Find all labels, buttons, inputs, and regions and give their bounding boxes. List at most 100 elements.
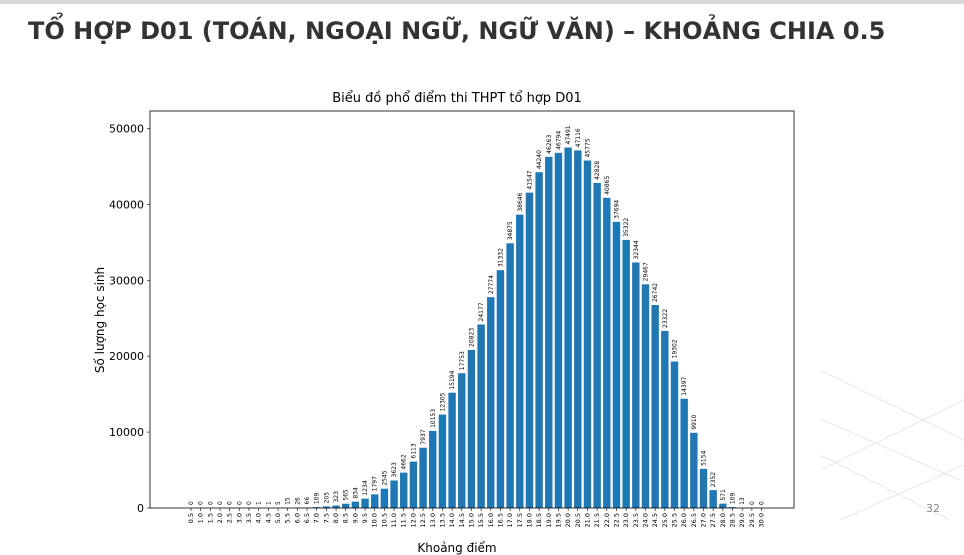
x-tick-label: 6.5 — [303, 513, 311, 523]
x-tick-label: 5.5 — [284, 513, 292, 523]
bar-value-label: 0 — [246, 501, 253, 505]
bar-value-label: 0 — [227, 501, 234, 505]
bar-value-label: 6113 — [410, 443, 417, 458]
bar-value-label: 45775 — [584, 138, 591, 157]
bar-value-label: 12305 — [439, 392, 446, 411]
bar-value-label: 42828 — [594, 161, 601, 180]
bar-chart: Biểu đồ phổ điểm thi THPT tổ hợp D01 Số … — [93, 91, 795, 555]
bar-value-label: 23322 — [662, 309, 669, 328]
bar-value-label: 24177 — [478, 302, 485, 321]
bar — [342, 503, 350, 508]
x-tick-label: 20.0 — [564, 513, 572, 527]
bar-value-label: 32344 — [633, 240, 640, 259]
y-tick-label: 30000 — [109, 274, 144, 287]
bar — [670, 361, 679, 508]
bar-value-label: 3623 — [391, 462, 398, 477]
bar-value-labels: 0 0 0 0 0 0 0 1 1 5 15 26 66 109 205 323 565 834 1234 1797 2… — [188, 125, 766, 505]
bar-value-label: 34875 — [507, 221, 514, 240]
bars — [254, 147, 746, 509]
x-tick-label: 4.5 — [264, 513, 272, 523]
bar-value-label: 5154 — [701, 450, 708, 465]
x-tick-label: 14.0 — [448, 513, 456, 527]
bar — [332, 505, 340, 508]
x-tick-label: 18.0 — [525, 513, 533, 527]
bar-value-label: 26 — [294, 497, 301, 505]
bar-value-label: 1 — [265, 501, 272, 505]
bar — [467, 349, 476, 508]
x-tick-label: 14.5 — [458, 513, 466, 527]
x-tick-label: 7.5 — [322, 513, 330, 523]
x-tick-label: 21.5 — [593, 513, 601, 527]
bar — [622, 239, 630, 508]
bar-value-label: 10153 — [430, 409, 437, 428]
x-tick-label: 13.0 — [429, 513, 437, 527]
bar-value-label: 31332 — [497, 248, 504, 267]
x-tick-label: 6.0 — [293, 513, 301, 523]
chart-figure: Biểu đồ phổ điểm thi THPT tổ hợp D01 Số … — [91, 78, 821, 555]
x-tick-label: 19.5 — [554, 513, 562, 527]
x-tick-label: 28.5 — [729, 513, 737, 527]
bar — [593, 182, 601, 508]
bar-value-label: 35322 — [623, 218, 630, 237]
y-tick-labels: 0 10000 20000 30000 40000 50000 — [109, 122, 150, 515]
bar — [458, 373, 466, 508]
bar-value-label: 109 — [730, 493, 737, 505]
slide-top-line — [0, 0, 964, 4]
bar-value-label: 2352 — [710, 472, 717, 487]
x-tick-label: 26.5 — [690, 513, 698, 527]
x-tick-label: 0.5 — [187, 513, 195, 523]
bar-value-label: 15194 — [449, 370, 456, 389]
x-tick-label: 22.0 — [603, 513, 611, 527]
bar — [400, 472, 408, 508]
bar — [380, 488, 389, 508]
y-tick-label: 20000 — [109, 350, 144, 363]
bar — [448, 392, 456, 508]
bar — [632, 262, 640, 508]
x-tick-label: 15.5 — [477, 513, 485, 527]
bar — [438, 414, 447, 508]
bar-value-label: 20823 — [468, 328, 475, 347]
x-tick-label: 26.0 — [680, 513, 688, 527]
x-tick-label: 2.5 — [226, 513, 234, 523]
bar-value-label: 38646 — [517, 192, 524, 211]
bar — [680, 398, 688, 508]
bar-value-label: 109 — [314, 493, 321, 505]
bar-value-label: 0 — [207, 501, 214, 505]
y-axis-label: Số lượng học sinh — [93, 267, 107, 373]
bar-value-label: 47491 — [565, 125, 572, 144]
bar — [477, 324, 485, 508]
bar — [516, 214, 524, 508]
bar-value-label: 46263 — [546, 135, 553, 154]
bar-value-label: 834 — [352, 487, 359, 499]
x-tick-label: 17.0 — [506, 513, 514, 527]
x-tick-label: 8.5 — [342, 513, 350, 523]
bar-value-label: 0 — [188, 501, 195, 505]
bar-value-label: 0 — [749, 501, 756, 505]
bar — [641, 284, 650, 508]
x-tick-label: 27.0 — [700, 513, 708, 527]
bar — [419, 447, 427, 508]
x-tick-label: 23.5 — [632, 513, 640, 527]
x-tick-label: 12.5 — [419, 513, 427, 527]
bar — [487, 297, 495, 508]
x-tick-label: 5.0 — [274, 513, 282, 523]
x-tick-label: 3.5 — [245, 513, 253, 523]
bar — [535, 172, 543, 508]
bar — [351, 501, 360, 508]
x-tick-label: 30.0 — [758, 513, 766, 527]
x-tick-label: 22.5 — [612, 513, 620, 527]
bar-value-label: 13 — [739, 497, 746, 505]
x-tick-label: 10.0 — [371, 513, 379, 527]
bar — [525, 192, 534, 508]
y-tick-label: 0 — [137, 502, 144, 515]
bar-value-label: 29467 — [642, 262, 649, 281]
bar-value-label: 26742 — [652, 283, 659, 302]
bar-value-label: 0 — [759, 501, 766, 505]
x-tick-label: 17.5 — [516, 513, 524, 527]
bar-value-label: 14397 — [681, 376, 688, 395]
bar — [709, 490, 717, 508]
bar — [506, 243, 514, 508]
bar-value-label: 9910 — [691, 414, 698, 429]
bar — [322, 506, 331, 508]
bar-value-label: 44240 — [536, 150, 543, 169]
